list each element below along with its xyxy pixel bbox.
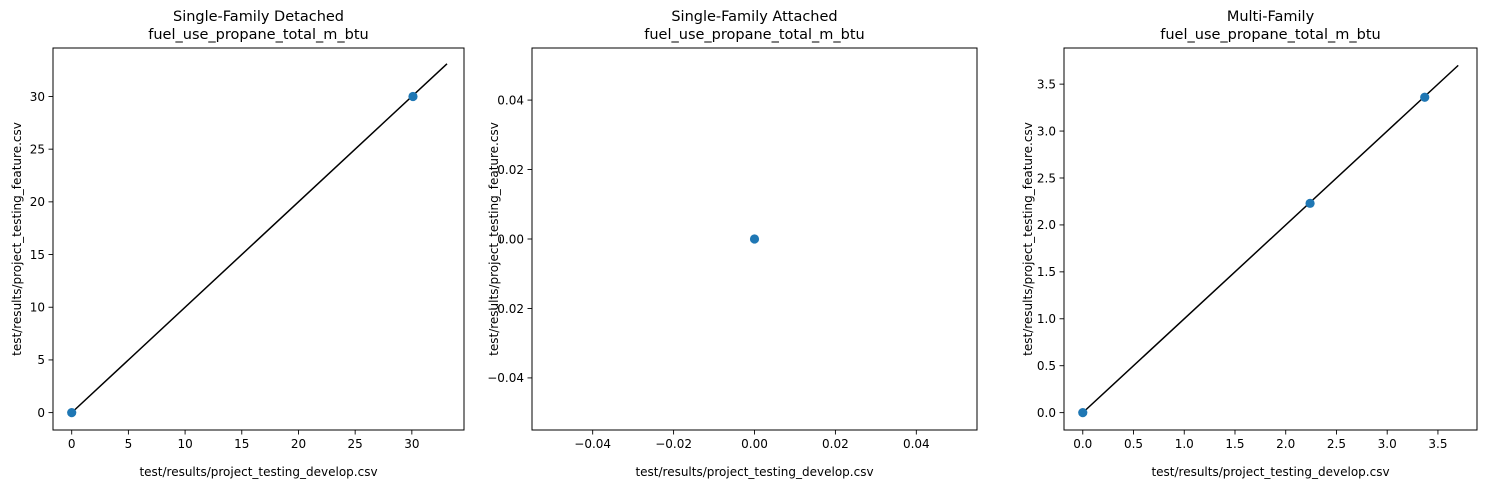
y-tick-label: −0.02	[487, 302, 524, 316]
x-tick-label: 2.5	[1327, 437, 1346, 451]
data-point	[1420, 92, 1430, 102]
chart-subtitle: fuel_use_propane_total_m_btu	[644, 27, 864, 43]
chart-title: Single-Family Attached	[671, 9, 837, 25]
x-tick-label: 2.0	[1276, 437, 1295, 451]
reference-line	[71, 63, 448, 414]
y-tick-label: 3.5	[1037, 77, 1056, 91]
y-tick-label: 0	[37, 406, 45, 420]
reference-line	[1082, 64, 1459, 414]
x-tick-label: −0.04	[574, 437, 611, 451]
x-tick-label: 0.02	[822, 437, 849, 451]
x-tick-label: 3.0	[1378, 437, 1397, 451]
y-tick-label: 0.5	[1037, 359, 1056, 373]
y-tick-label: 3.0	[1037, 124, 1056, 138]
y-tick-label: 0.04	[497, 93, 524, 107]
x-axis-label: test/results/project_testing_develop.csv	[1151, 465, 1389, 479]
x-tick-label: 5	[125, 437, 133, 451]
chart-subtitle: fuel_use_propane_total_m_btu	[148, 27, 368, 43]
y-tick-label: 5	[37, 353, 45, 367]
x-tick-label: 0.04	[903, 437, 930, 451]
plot-area-frame	[52, 47, 465, 431]
data-point	[67, 408, 77, 418]
y-axis-label: test/results/project_testing_feature.csv	[10, 122, 24, 356]
y-tick-label: 0.02	[497, 163, 524, 177]
plot-area-frame	[1063, 47, 1478, 431]
x-tick-label: 0	[68, 437, 76, 451]
chart-1: Single-Family Detached fuel_use_propane_t…	[10, 9, 465, 479]
x-tick-label: −0.02	[655, 437, 692, 451]
y-tick-label: 0.0	[1037, 406, 1056, 420]
y-tick-label: 2.0	[1037, 218, 1056, 232]
y-tick-label: 20	[30, 195, 45, 209]
chart-2: Single-Family Attached fuel_use_propane_t…	[487, 9, 978, 479]
y-tick-label: 30	[30, 90, 45, 104]
y-tick-label: 15	[30, 248, 45, 262]
chart-subtitle: fuel_use_propane_total_m_btu	[1160, 27, 1380, 43]
x-tick-label: 0.5	[1124, 437, 1143, 451]
data-point	[408, 91, 418, 102]
y-axis-label: test/results/project_testing_feature.csv	[487, 122, 501, 356]
data-point	[1305, 198, 1315, 208]
chart-title: Single-Family Detached	[173, 9, 344, 25]
y-tick-label: 1.5	[1037, 265, 1056, 279]
y-tick-label: 0.00	[497, 232, 524, 246]
y-tick-label: 2.5	[1037, 171, 1056, 185]
y-tick-label: −0.04	[487, 371, 524, 385]
x-tick-label: 25	[348, 437, 363, 451]
data-point	[749, 234, 760, 244]
x-tick-label: 0.0	[1073, 437, 1092, 451]
x-tick-label: 20	[291, 437, 306, 451]
x-tick-label: 3.5	[1428, 437, 1447, 451]
x-tick-label: 1.0	[1175, 437, 1194, 451]
y-tick-label: 25	[30, 142, 45, 156]
data-point	[1078, 408, 1088, 418]
x-axis-label: test/results/project_testing_develop.csv	[635, 465, 873, 479]
chart-3: Multi-Family fuel_use_propane_total_m_btu…	[1021, 9, 1478, 479]
y-tick-label: 10	[30, 301, 45, 315]
x-tick-label: 30	[404, 437, 419, 451]
x-tick-label: 1.5	[1225, 437, 1244, 451]
x-tick-label: 15	[234, 437, 249, 451]
x-axis-label: test/results/project_testing_develop.csv	[139, 465, 377, 479]
x-tick-label: 10	[177, 437, 192, 451]
chart-title: Multi-Family	[1227, 9, 1315, 25]
x-tick-label: 0.00	[741, 437, 768, 451]
y-axis-label: test/results/project_testing_feature.csv	[1021, 122, 1035, 356]
y-tick-label: 1.0	[1037, 312, 1056, 326]
